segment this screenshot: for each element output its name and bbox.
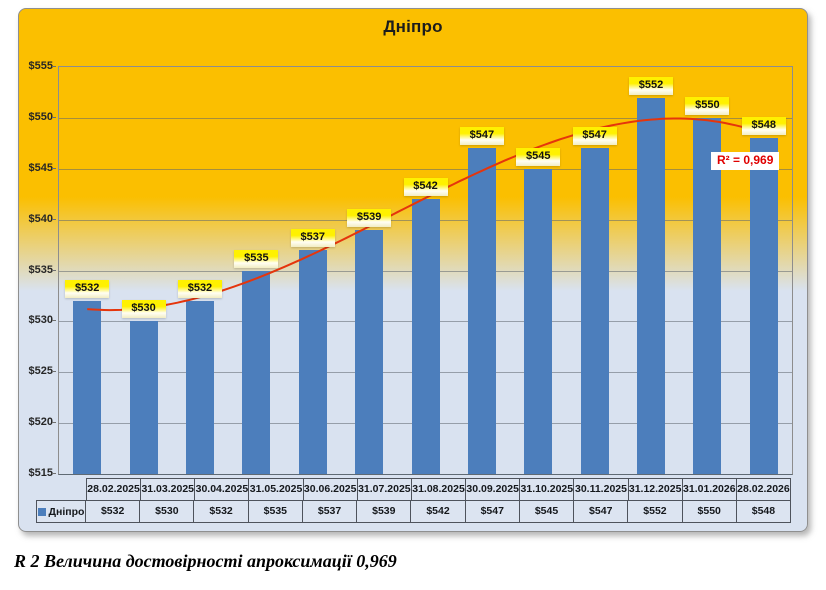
y-axis-label: $540 [28,212,53,225]
legend-cell: Дніпро [36,500,86,523]
table-header-cell: 30.06.2025 [302,478,358,501]
table-value-cell: $548 [735,500,792,523]
table-header-cell: 30.04.2025 [194,478,250,501]
bar [185,301,214,474]
table-value-cell: $550 [681,500,737,523]
y-axis-label: $555 [28,60,53,72]
y-axis-label: $520 [28,416,53,429]
caption: R 2 Величина достовірності апроксимації … [14,551,397,571]
bar-value-label: $535 [234,249,279,268]
bar [467,148,496,474]
table-value-cell: $547 [573,500,629,523]
table-header-cell: 30.11.2025 [573,478,629,501]
bar [355,229,384,474]
y-axis-tick [52,116,56,118]
y-axis-tick [52,218,56,220]
y-axis-tick [52,371,56,373]
table-header-cell: 31.03.2025 [140,478,196,501]
table-header-row: 28.02.2025 31.03.2025 30.04.2025 31.05.2025… [86,478,792,501]
bar [73,301,102,474]
data-table: 28.02.2025 31.03.2025 30.04.2025 31.05.2025… [36,478,792,523]
y-axis-label: $535 [28,263,53,276]
series-swatch-icon [37,507,46,516]
bar [129,321,158,474]
bar-value-label: $542 [403,178,448,197]
chart-title: Дніпро [383,17,443,36]
bar-value-label: $545 [516,147,561,166]
table-value-row: Дніпро $532 $530 $532 $535 $537 $539 $542 $547 $… [36,500,792,523]
y-axis-label: $545 [28,161,53,174]
gridline [59,117,792,119]
bar [637,97,666,474]
bar-value-label: $532 [177,280,222,299]
y-axis-tick [52,473,56,474]
table-value-cell: $539 [356,500,412,523]
y-axis-tick [52,167,56,169]
bar-value-label: $539 [347,208,392,227]
bar-value-label: $530 [121,300,166,319]
table-value-cell: $532 [85,500,141,523]
bar-value-label: $548 [741,117,786,136]
bar-value-label: $552 [629,76,674,95]
table-header-cell: 28.02.2026 [735,478,792,501]
table-value-cell: $530 [139,500,195,523]
table-value-cell: $542 [410,500,466,523]
gridline [59,168,792,170]
r-squared-label: R² = 0,969 [711,152,780,170]
table-value-cell: $537 [301,500,358,523]
series-name: Дніпро [48,505,85,518]
table-header-cell: 30.09.2025 [465,478,521,501]
chart[interactable]: Дніпро $515 $520 $525 $530 $535 $540 $545 $550 $… [18,8,808,532]
bar-value-label: $532 [65,280,110,299]
y-axis-label: $515 [28,467,53,479]
bar [524,168,553,474]
table-value-cell: $535 [247,500,303,523]
y-axis-tick [52,269,56,271]
bar [580,148,609,474]
bar [242,270,271,474]
bar-value-label: $547 [572,127,617,146]
y-axis-label: $550 [28,110,53,123]
bar-value-label: $547 [459,127,504,146]
y-axis-label: $525 [28,365,53,378]
y-axis-tick [52,66,56,67]
table-header-cell: 31.07.2025 [356,478,412,501]
bar-value-label: $550 [685,96,730,115]
plot-area: R² = 0,969 $532 $530 $532 $535 $537 $539 $542 $… [58,66,793,475]
table-header-cell: 31.10.2025 [519,478,575,501]
table-header-cell: 31.01.2026 [681,478,737,501]
table-value-cell: $532 [193,500,249,523]
table-value-cell: $547 [464,500,520,523]
table-value-cell: $545 [518,500,575,523]
table-header-cell: 31.05.2025 [248,478,304,501]
table-header-cell: 28.02.2025 [86,478,142,501]
y-axis-tick [52,422,56,424]
y-axis: $515 $520 $525 $530 $535 $540 $545 $550 $555 [19,60,56,479]
bar [693,117,722,474]
trendline [87,117,765,312]
table-value-cell: $552 [627,500,683,523]
y-axis-tick [52,320,56,322]
y-axis-label: $530 [28,314,53,327]
bar-value-label: $537 [290,229,335,248]
table-header-cell: 31.08.2025 [410,478,467,501]
bar [411,199,440,474]
bar [298,250,327,474]
table-header-cell: 31.12.2025 [627,478,683,501]
bar [749,138,778,474]
